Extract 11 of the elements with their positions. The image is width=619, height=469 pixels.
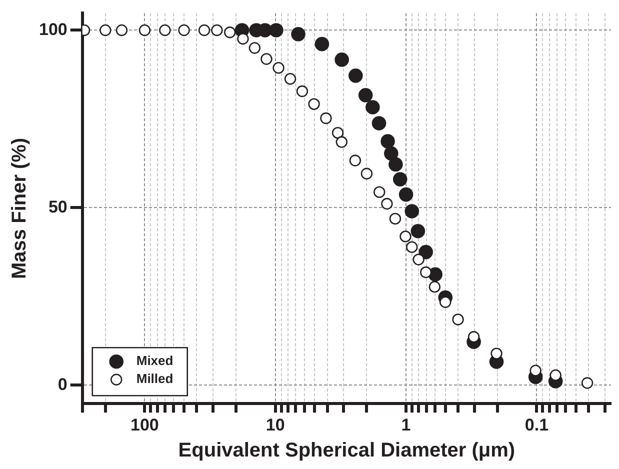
x-tick-label: 1 — [401, 415, 411, 434]
x-tick-label: 100 — [130, 415, 159, 434]
y-axis-title: Mass Finer (%) — [8, 138, 31, 279]
x-tick-label: 0.1 — [524, 415, 549, 434]
legend-label: Mixed — [136, 353, 174, 368]
legend-label: Milled — [136, 371, 174, 386]
x-axis-title: Equivalent Spherical Diameter (μm) — [178, 440, 516, 462]
y-tick-label: 100 — [38, 20, 68, 39]
y-tick-label: 50 — [48, 197, 68, 216]
y-tick-label: 0 — [58, 374, 68, 394]
x-tick-label: 10 — [266, 415, 285, 434]
